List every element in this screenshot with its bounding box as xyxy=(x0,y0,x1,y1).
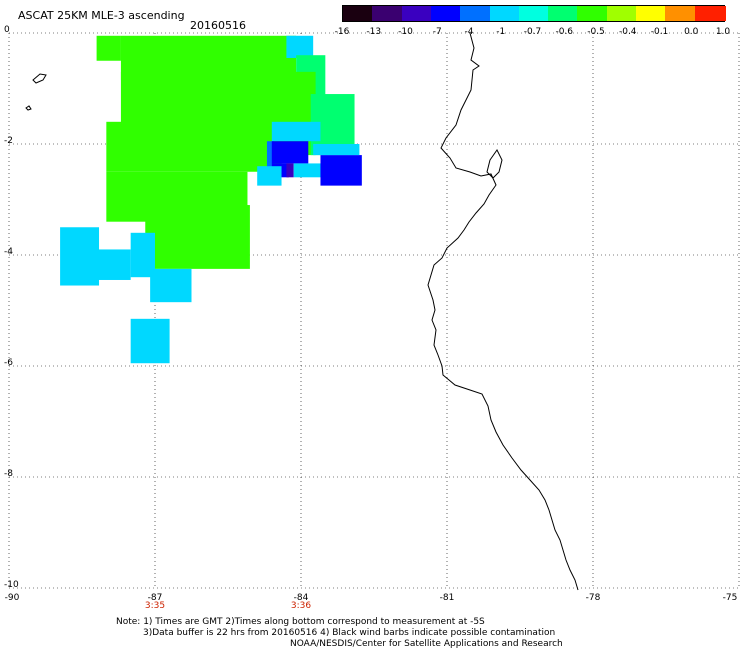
wind-cell xyxy=(130,318,170,364)
colorbar-segment xyxy=(665,6,697,21)
y-tick-label: -6 xyxy=(4,358,13,368)
colorbar-segment xyxy=(489,6,521,21)
note-line-1: Note: 1) Times are GMT 2)Times along bot… xyxy=(116,617,485,627)
wind-cell xyxy=(313,144,360,156)
colorbar-segment xyxy=(694,6,726,21)
plot-frame xyxy=(9,33,739,588)
island-path xyxy=(32,73,47,84)
colorbar-label: 1.0 xyxy=(715,27,731,37)
wind-cell xyxy=(286,163,294,178)
colorbar-segment xyxy=(372,6,404,21)
wind-cells xyxy=(60,35,362,364)
x-tick-label: -87 xyxy=(147,593,163,603)
colorbar-label: -16 xyxy=(334,27,350,37)
colorbar xyxy=(342,5,726,22)
islet-path xyxy=(25,105,32,111)
wind-cell xyxy=(150,268,192,303)
x-tick-label: -75 xyxy=(722,593,738,603)
wind-cell xyxy=(145,177,219,206)
colorbar-label: -0.7 xyxy=(523,27,542,37)
x-tick-label: -78 xyxy=(585,593,601,603)
colorbar-label: -0.5 xyxy=(587,27,605,37)
note-line-2: 3)Data buffer is 22 hrs from 20160516 4)… xyxy=(143,628,556,638)
wind-cell xyxy=(320,155,362,186)
chart-title: ASCAT 25KM MLE-3 ascending xyxy=(18,9,185,22)
colorbar-label: -10 xyxy=(398,27,413,37)
colorbar-labels: -16 -13 -10 -7 -4 -1 -0.7 -0.6 -0.5 -0.4 -0.1 0.0 1.… xyxy=(335,0,731,40)
wind-cell xyxy=(286,35,314,58)
colorbar-label: -4 xyxy=(464,27,474,37)
wind-cell xyxy=(96,35,121,61)
y-tick-label: -2 xyxy=(4,136,13,146)
time-tick-label: 3:36 xyxy=(290,601,312,611)
chart-date: 20160516 xyxy=(190,19,246,32)
colorbar-label: -0.1 xyxy=(650,27,669,37)
time-tick-label: 3:35 xyxy=(144,601,166,611)
coastline-path xyxy=(427,32,579,591)
y-tick-label: 0 xyxy=(4,25,10,35)
colorbar-label: -0.6 xyxy=(555,27,574,37)
wind-cell xyxy=(266,141,275,175)
colorbar-segment xyxy=(636,6,668,21)
wind-cell xyxy=(91,249,131,280)
colorbar-label: -1 xyxy=(496,27,506,37)
wind-cell xyxy=(257,166,282,186)
colorbar-label: -0.4 xyxy=(618,27,637,37)
coastline xyxy=(25,32,579,591)
y-tick-label: -10 xyxy=(4,580,19,590)
colorbar-segment xyxy=(460,6,492,21)
colorbar-label: -13 xyxy=(366,27,382,37)
colorbar-segment xyxy=(606,6,638,21)
wind-cell xyxy=(145,205,250,269)
colorbar-segment xyxy=(577,6,609,21)
x-tick-label: -84 xyxy=(293,593,309,603)
y-tick-label: -8 xyxy=(4,469,13,479)
gridlines xyxy=(8,32,740,589)
note-line-3: NOAA/NESDIS/Center for Satellite Applica… xyxy=(290,639,563,649)
wind-cell xyxy=(106,121,282,172)
colorbar-segment xyxy=(401,6,433,21)
gulf-island-path xyxy=(486,149,503,179)
x-tick-label: -81 xyxy=(439,593,455,603)
colorbar-segment xyxy=(518,6,551,21)
x-tick-label: -90 xyxy=(4,593,20,603)
colorbar-segment xyxy=(343,6,375,21)
colorbar-segment xyxy=(548,6,580,21)
wind-cell xyxy=(271,121,321,142)
colorbar-label: 0.0 xyxy=(684,27,699,37)
wind-cell xyxy=(271,141,309,164)
y-tick-label: -4 xyxy=(4,247,13,257)
colorbar-segment xyxy=(430,6,463,21)
colorbar-label: -7 xyxy=(432,27,442,37)
